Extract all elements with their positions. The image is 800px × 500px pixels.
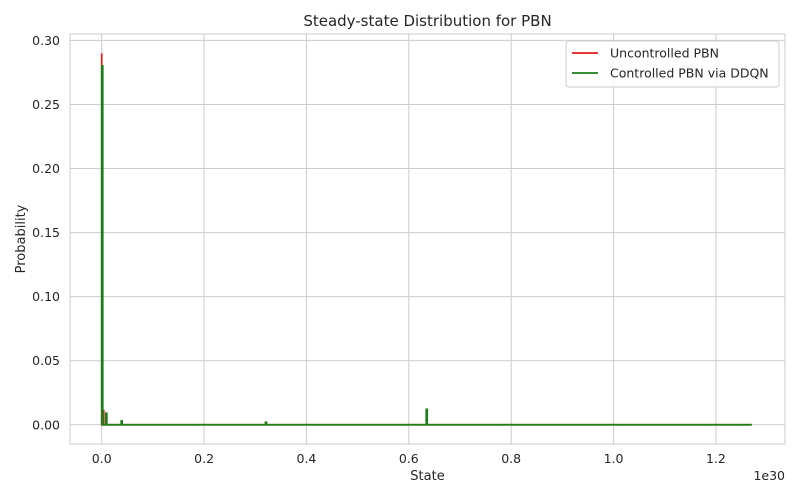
x-tick-label: 1.2	[706, 451, 726, 466]
x-tick-label: 0.4	[297, 451, 317, 466]
x-tick-label: 0.8	[501, 451, 521, 466]
y-tick-label: 0.20	[32, 161, 60, 176]
y-tick-label: 0.00	[32, 417, 60, 432]
y-tick-label: 0.25	[32, 97, 60, 112]
y-axis-ticks: 0.00 0.05 0.10 0.15 0.20 0.25 0.30	[32, 33, 60, 432]
legend-box	[565, 40, 780, 88]
plot-frame	[69, 33, 786, 445]
x-axis-ticks: 0.0 0.2 0.4 0.6 0.8 1.0 1.2	[92, 451, 726, 466]
series-line-controlled	[100, 65, 752, 426]
y-tick-label: 0.30	[32, 33, 60, 48]
y-tick-label: 0.10	[32, 289, 60, 304]
legend-label-controlled: Controlled PBN via DDQN	[610, 66, 769, 81]
y-axis-label: Probability	[14, 204, 29, 273]
x-tick-label: 0.6	[399, 451, 419, 466]
x-tick-label: 0.0	[92, 451, 112, 466]
plot-area	[70, 34, 785, 444]
x-axis-exponent: 1e30	[753, 468, 785, 483]
x-tick-label: 1.0	[604, 451, 624, 466]
y-tick-label: 0.15	[32, 225, 60, 240]
legend-label-uncontrolled: Uncontrolled PBN	[610, 46, 719, 61]
x-axis-label: State	[410, 469, 444, 484]
x-tick-label: 0.2	[194, 451, 214, 466]
series-layer	[100, 53, 752, 426]
y-tick-label: 0.05	[32, 353, 60, 368]
legend: Uncontrolled PBN Controlled PBN via DDQN	[565, 40, 780, 88]
chart-title: Steady-state Distribution for PBN	[303, 12, 551, 30]
